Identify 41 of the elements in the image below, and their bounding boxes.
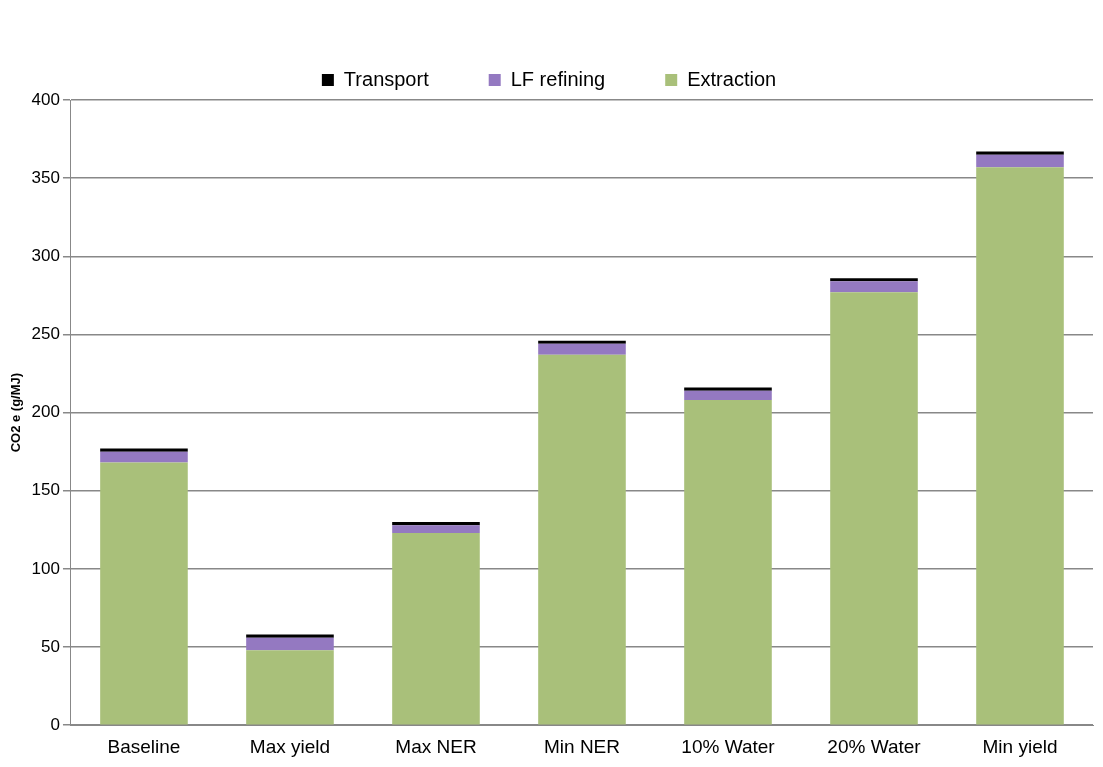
bar bbox=[538, 354, 626, 725]
y-tick-label: 400 bbox=[31, 89, 60, 109]
y-tick-label: 150 bbox=[31, 480, 60, 500]
legend-label: LF refining bbox=[510, 67, 606, 90]
bar bbox=[830, 281, 918, 293]
y-tick-label: 200 bbox=[31, 402, 60, 422]
bar bbox=[538, 340, 626, 344]
bar bbox=[830, 292, 918, 725]
y-tick-label: 0 bbox=[50, 714, 60, 734]
bar bbox=[684, 387, 772, 391]
x-tick-label: Min NER bbox=[543, 735, 620, 757]
bar bbox=[392, 525, 480, 533]
bar bbox=[538, 343, 626, 355]
y-tick-label: 50 bbox=[41, 636, 60, 656]
bar bbox=[830, 278, 918, 282]
bar bbox=[392, 522, 480, 526]
x-tick-label: Max NER bbox=[395, 735, 477, 757]
bar bbox=[246, 650, 334, 725]
y-tick-label: 300 bbox=[31, 245, 60, 265]
bar bbox=[392, 532, 480, 725]
legend-label: Transport bbox=[343, 67, 430, 90]
legend-label: Extraction bbox=[687, 67, 777, 90]
x-tick-label: Baseline bbox=[107, 735, 181, 757]
bar bbox=[976, 167, 1064, 725]
x-tick-label: 20% Water bbox=[827, 735, 922, 757]
bar bbox=[246, 634, 334, 638]
x-tick-label: Max yield bbox=[249, 735, 331, 757]
y-tick-label: 250 bbox=[31, 324, 60, 344]
bar bbox=[976, 151, 1064, 155]
bar bbox=[246, 637, 334, 651]
bar bbox=[684, 390, 772, 401]
bar bbox=[100, 448, 188, 452]
y-tick-label: 100 bbox=[31, 558, 60, 578]
x-tick-label: 10% Water bbox=[681, 735, 776, 757]
y-axis-title: CO2 e (g/MJ) bbox=[8, 372, 24, 453]
bar bbox=[976, 154, 1064, 168]
y-tick-label: 350 bbox=[31, 167, 60, 187]
bar bbox=[100, 451, 188, 463]
bar bbox=[684, 400, 772, 725]
bar bbox=[100, 462, 188, 725]
x-tick-label: Min yield bbox=[982, 735, 1058, 757]
